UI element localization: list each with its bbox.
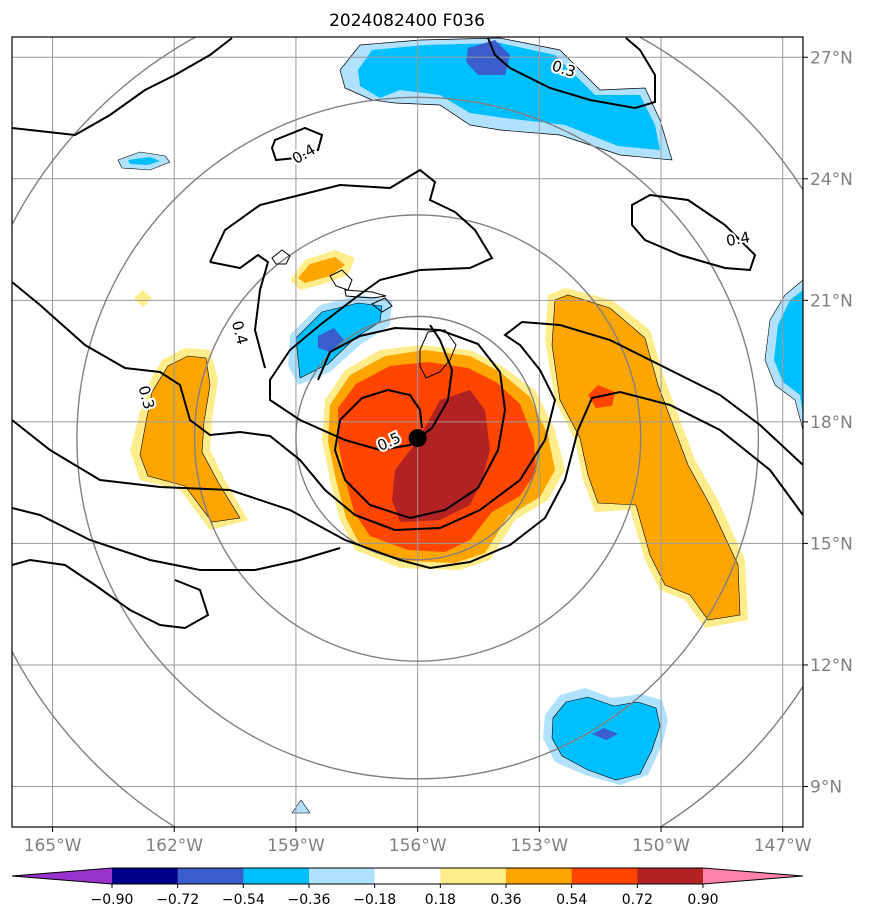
contour-03-west-upper xyxy=(12,281,803,532)
colorbar: −0.90 −0.72 −0.54 −0.36 −0.18 0.18 0.36 0.54 0.7… xyxy=(11,867,804,908)
island-molokai xyxy=(344,289,387,299)
colorbar-label-2: −0.54 xyxy=(222,892,265,908)
contour-04-east xyxy=(631,193,757,272)
lat-tick-label-3: 18°N xyxy=(810,413,853,433)
colorbar-label-5: 0.18 xyxy=(425,892,456,908)
lat-tick-label-1: 12°N xyxy=(810,656,853,676)
pos-band-east xyxy=(551,294,741,621)
lon-axis: 165°W 162°W 159°W 156°W 153°W 150°W 147°W xyxy=(24,827,812,856)
neg-core-south xyxy=(592,728,618,740)
neg-band-north xyxy=(358,43,660,150)
lat-tick-label-0: 9°N xyxy=(810,777,842,797)
lat-axis: 9°N 12°N 15°N 18°N 21°N 24°N 27°N xyxy=(803,48,853,797)
colorbar-segment-3 xyxy=(309,868,376,884)
storm-center-layer xyxy=(408,429,427,448)
lon-tick-label-0: 165°W xyxy=(24,836,82,856)
range-ring-1 xyxy=(193,214,642,662)
colorbar-label-0: −0.90 xyxy=(91,892,134,908)
colorbar-label-7: 0.54 xyxy=(556,892,587,908)
colorbar-segment-0 xyxy=(112,868,179,884)
pos-patch-islands-core xyxy=(298,257,345,283)
contour-04-lobe xyxy=(209,253,270,369)
colorbar-label-8: 0.72 xyxy=(622,892,653,908)
range-ring-0 xyxy=(295,315,541,561)
colorbar-label-6: 0.36 xyxy=(490,892,521,908)
lon-tick-label-1: 162°W xyxy=(145,836,203,856)
contour-03-west-lower xyxy=(12,390,803,570)
lat-tick-label-2: 15°N xyxy=(810,534,853,554)
island-maui xyxy=(371,297,393,313)
colorbar-segment-2 xyxy=(243,868,310,884)
contour-north-03b xyxy=(487,37,656,110)
contour-04-north xyxy=(270,126,324,162)
neg-band-east xyxy=(774,290,803,415)
colorbar-extend-high xyxy=(703,868,803,884)
lat-tick-label-6: 27°N xyxy=(810,48,853,68)
pos-dot-west xyxy=(134,290,152,307)
lon-tick-label-3: 156°W xyxy=(389,836,447,856)
colorbar-label-9: 0.90 xyxy=(687,892,718,908)
neg-patch-west-core xyxy=(128,157,160,165)
lon-tick-label-5: 150°W xyxy=(632,836,690,856)
range-ring-2 xyxy=(76,96,760,780)
colorbar-label-1: −0.72 xyxy=(156,892,199,908)
contour-03-south xyxy=(12,558,210,630)
colorbar-segment-6 xyxy=(506,868,573,884)
contour-03-southwest xyxy=(12,507,341,571)
colorbar-segment-8 xyxy=(637,868,704,884)
contour-label-2: 0.4 xyxy=(725,228,752,250)
colorbar-label-4: −0.18 xyxy=(353,892,396,908)
storm-center-marker xyxy=(408,429,427,448)
lon-tick-label-2: 159°W xyxy=(267,836,325,856)
island-oahu xyxy=(329,269,353,291)
lon-tick-label-4: 153°W xyxy=(510,836,568,856)
chart-title: 2024082400 F036 xyxy=(329,11,485,31)
neg-core-nw xyxy=(318,328,344,352)
colorbar-label-3: −0.36 xyxy=(288,892,331,908)
storm-darkred xyxy=(392,390,490,522)
contour-05 xyxy=(317,326,507,520)
map-frame xyxy=(11,36,804,828)
neg-dot-south xyxy=(291,799,311,814)
range-rings xyxy=(12,37,803,827)
lat-tick-label-4: 21°N xyxy=(810,291,853,311)
colorbar-segment-5 xyxy=(440,868,507,884)
colorbar-segment-1 xyxy=(177,868,244,884)
contour-north-03 xyxy=(12,37,233,137)
map-area: 0.40.30.40.40.30.5 xyxy=(12,37,803,827)
lat-tick-label-5: 24°N xyxy=(810,170,853,190)
colorbar-extend-low xyxy=(12,868,112,884)
island-kauai xyxy=(271,249,291,265)
colorbar-segment-7 xyxy=(571,868,638,884)
lon-tick-label-6: 147°W xyxy=(754,836,812,856)
colorbar-segment-4 xyxy=(374,868,441,884)
